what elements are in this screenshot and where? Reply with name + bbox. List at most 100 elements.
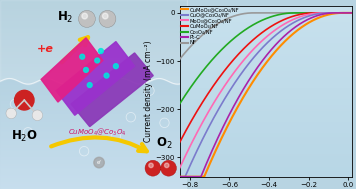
Bar (0, 129, 187, 130)
CuO@Co₃O₄/NF (315, 13, 320, 15)
Bar (180, 10, 352, 12)
CuMoO₄@Co₃O₄/NF (254, 76, 258, 78)
Bar (0, 37, 187, 38)
NF (195, 38, 200, 41)
Bar (0, 150, 187, 151)
Co₃O₄/NF (350, 12, 355, 14)
CuMoO₄/NF (254, 36, 258, 39)
CuMoO₄/NF (296, 14, 300, 16)
Bar (0, 51, 187, 52)
Bar (180, 110, 352, 113)
Bar (0, 117, 187, 118)
Bar (180, 42, 352, 44)
Bar (0, 26, 187, 27)
Bar (180, 81, 352, 83)
Bar (0, 164, 187, 165)
Bar (0, 11, 187, 12)
Bar (0, 86, 187, 87)
Circle shape (99, 49, 103, 53)
Bar (0, 92, 187, 93)
Bar (180, 57, 352, 59)
Bar (0, 14, 187, 15)
Bar (0, 131, 187, 132)
Bar (0, 142, 187, 143)
Bar (0, 80, 187, 81)
Bar (180, 38, 352, 40)
Bar (180, 87, 352, 89)
Co₃O₄/NF (178, 102, 182, 105)
NF (247, 12, 252, 14)
Bar (0, 42, 187, 43)
Bar (0, 176, 187, 177)
Bar (0, 64, 187, 65)
Co₃O₄/NF (195, 77, 200, 79)
Bar (180, 143, 352, 145)
Line: MoO₃@Co₃O₄/NF: MoO₃@Co₃O₄/NF (180, 13, 352, 168)
Bar (0, 60, 187, 61)
Bar (0, 165, 187, 166)
Bar (0, 23, 187, 24)
Bar (0, 123, 187, 124)
CuO@Co₃O₄/NF (312, 13, 316, 16)
Bar (0, 65, 187, 66)
Bar (0, 103, 187, 104)
CuMoO₄/NF (312, 12, 316, 14)
MoO₃@Co₃O₄/NF (312, 12, 316, 15)
Bar (0, 5, 187, 6)
Bar (0, 180, 187, 181)
Circle shape (164, 163, 169, 168)
Pt-C (247, 78, 252, 80)
Bar (180, 61, 352, 63)
Bar (0, 113, 187, 114)
Pt-C (315, 14, 320, 17)
Bar (0, 31, 187, 32)
Bar (0, 10, 187, 11)
Bar (180, 134, 352, 136)
CuO@Co₃O₄/NF (350, 12, 355, 14)
Circle shape (95, 58, 100, 63)
Bar (0, 178, 187, 179)
Bar (180, 74, 352, 76)
Bar (0, 32, 187, 33)
NF (350, 12, 355, 14)
Bar (0, 12, 187, 13)
Bar (0, 85, 187, 86)
Bar (180, 31, 352, 33)
Bar (0, 149, 187, 150)
Bar (0, 76, 187, 77)
Bar (0, 71, 187, 72)
Bar (0, 108, 187, 109)
CuO@Co₃O₄/NF (247, 61, 252, 64)
NF (297, 12, 301, 14)
Bar (0, 118, 187, 119)
Bar (0, 171, 187, 172)
Bar (0, 186, 187, 187)
CuMoO₄@Co₃O₄/NF (195, 176, 200, 178)
Bar (180, 104, 352, 106)
MoO₃@Co₃O₄/NF (315, 12, 320, 14)
Bar (0, 161, 187, 162)
Bar (180, 63, 352, 66)
Bar (0, 183, 187, 184)
Bar (0, 93, 187, 94)
Circle shape (84, 67, 88, 72)
Circle shape (6, 108, 16, 119)
Bar (0, 135, 187, 136)
Circle shape (32, 110, 43, 121)
Bar (0, 141, 187, 142)
Bar (0, 79, 187, 80)
Legend: CuMoO₄@Co₃O₄/NF, CuO@Co₃O₄/NF, MoO₃@Co₃O₄/NF, CuMoO₄/NF, Co₃O₄/NF, Pt-C, NF: CuMoO₄@Co₃O₄/NF, CuO@Co₃O₄/NF, MoO₃@Co₃O… (181, 7, 240, 46)
Bar (0, 158, 187, 159)
Bar (180, 14, 352, 16)
CuO@Co₃O₄/NF (326, 12, 331, 14)
Bar (180, 66, 352, 68)
Bar (0, 101, 187, 102)
Bar (0, 126, 187, 127)
Bar (0, 181, 187, 182)
Bar (0, 17, 187, 18)
CuMoO₄@Co₃O₄/NF (247, 86, 252, 88)
Bar (180, 8, 352, 10)
Bar (180, 125, 352, 128)
Pt-C (312, 15, 316, 18)
Circle shape (94, 157, 104, 168)
